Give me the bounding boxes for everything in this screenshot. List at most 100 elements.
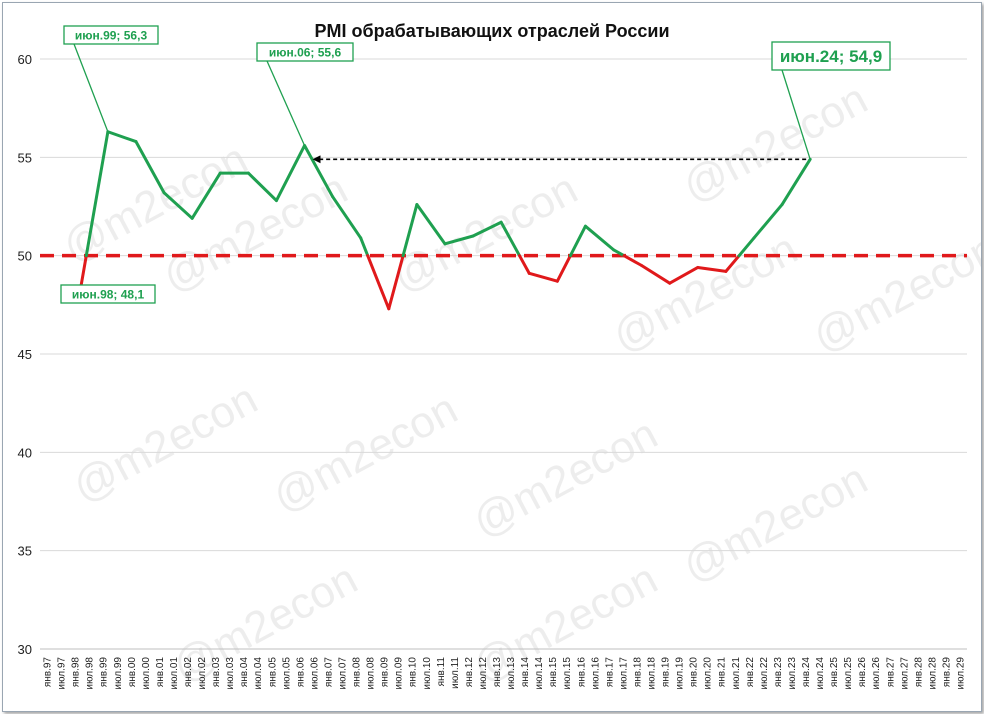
series-segment xyxy=(724,254,741,273)
series-segment xyxy=(471,220,503,238)
x-tick-label: янв.09 xyxy=(380,657,391,688)
x-tick-label: янв.08 xyxy=(352,657,363,688)
pmi-line-chart: @m2econ@m2econ @m2econ @m2econ @m2econ@m2ec… xyxy=(18,21,981,692)
series-segment xyxy=(387,254,405,311)
x-tick-label: июл.25 xyxy=(843,657,854,690)
x-tick-label: янв.07 xyxy=(323,657,334,688)
x-tick-label: июл.00 xyxy=(141,657,152,690)
series-segment xyxy=(518,254,531,275)
chart-title: PMI обрабатывающих отраслей России xyxy=(314,21,669,41)
x-tick-label: янв.11 xyxy=(436,657,447,687)
x-tick-label: янв.15 xyxy=(548,657,559,688)
x-tick-label: янв.16 xyxy=(576,657,587,688)
series-segment xyxy=(668,265,700,285)
x-tick-label: июл.20 xyxy=(703,657,714,690)
x-tick-label: янв.27 xyxy=(885,657,896,688)
x-tick-label: июл.19 xyxy=(675,657,686,690)
series-segment xyxy=(568,224,587,258)
x-tick-label: янв.99 xyxy=(99,657,110,688)
x-tick-label: июл.06 xyxy=(309,657,320,690)
series-segment xyxy=(274,144,307,203)
annotation-label: июн.98; 48,1 xyxy=(72,287,145,301)
annotation-layer: июн.98; 48,1 июн.99; 56,3 июн.06; 55,6 июн.… xyxy=(60,25,891,304)
series-segment xyxy=(583,224,616,252)
annotation-label: июн.99; 56,3 xyxy=(75,28,148,42)
x-tick-label: янв.28 xyxy=(913,657,924,688)
series-segment xyxy=(359,236,370,258)
annotation-callout: июн.06; 55,6 xyxy=(256,42,354,146)
x-tick-label: июл.15 xyxy=(562,657,573,690)
x-tick-label: июл.24 xyxy=(815,657,826,690)
series-segment xyxy=(499,220,522,258)
x-axis-ticks: янв.97 июл.97 янв.98 июл.98 янв.99 июл.99 янв.… xyxy=(43,657,967,690)
x-tick-label: июл.07 xyxy=(337,657,348,690)
watermark-text: @m2econ xyxy=(465,409,666,547)
series-segment xyxy=(752,203,784,240)
annotation-callout: июн.98; 48,1 xyxy=(60,284,156,304)
x-tick-label: янв.29 xyxy=(941,657,952,688)
series-segment xyxy=(246,171,278,203)
y-tick-label: 55 xyxy=(18,150,32,165)
x-tick-label: июл.23 xyxy=(787,657,798,690)
watermark-text: @m2econ xyxy=(165,554,366,692)
series-segment xyxy=(696,265,728,273)
watermark-text: @m2econ xyxy=(65,374,266,512)
x-tick-label: июл.27 xyxy=(899,657,910,690)
x-tick-label: июл.11 xyxy=(450,657,461,689)
annotation-callout: июн.24; 54,9 xyxy=(771,41,891,160)
x-tick-label: июл.13 xyxy=(506,657,517,690)
x-tick-label: янв.14 xyxy=(520,657,531,688)
annotation-label: июн.06; 55,6 xyxy=(269,45,342,59)
series-segment xyxy=(401,203,419,258)
x-tick-label: июл.21 xyxy=(731,657,742,690)
x-tick-label: июл.08 xyxy=(366,657,377,690)
watermark-text: @m2econ xyxy=(805,224,981,362)
x-tick-label: июл.29 xyxy=(955,657,966,690)
series-segment xyxy=(737,236,756,258)
x-tick-label: янв.21 xyxy=(717,657,728,688)
series-segment xyxy=(162,191,194,220)
x-tick-label: июл.05 xyxy=(281,657,292,690)
watermark-layer: @m2econ@m2econ @m2econ @m2econ @m2econ@m2ec… xyxy=(55,74,981,692)
x-tick-label: июл.09 xyxy=(394,657,405,690)
y-tick-label: 45 xyxy=(18,347,32,362)
x-tick-label: июл.97 xyxy=(57,657,68,690)
series-segment xyxy=(612,248,626,258)
gridlines xyxy=(40,58,967,650)
series-segment xyxy=(303,144,335,199)
series-segment xyxy=(134,140,166,195)
x-tick-label: июл.98 xyxy=(85,657,96,690)
x-tick-label: янв.02 xyxy=(183,657,194,688)
y-tick-label: 35 xyxy=(18,544,32,559)
x-tick-label: янв.06 xyxy=(295,657,306,688)
series-segment xyxy=(443,234,475,246)
x-tick-label: янв.18 xyxy=(632,657,643,688)
annotation-callout: июн.99; 56,3 xyxy=(63,25,159,133)
x-tick-label: янв.05 xyxy=(267,657,278,688)
x-tick-label: июл.22 xyxy=(759,657,770,690)
x-tick-label: июл.02 xyxy=(197,657,208,690)
x-tick-label: июл.26 xyxy=(871,657,882,690)
x-tick-label: янв.04 xyxy=(239,657,250,688)
x-tick-label: янв.13 xyxy=(492,657,503,688)
series-segment xyxy=(527,271,559,283)
x-tick-label: июл.18 xyxy=(646,657,657,690)
series-segment xyxy=(622,254,644,267)
series-segment xyxy=(331,195,363,240)
x-tick-label: янв.19 xyxy=(661,657,672,688)
y-tick-label: 30 xyxy=(18,642,32,657)
x-tick-label: янв.00 xyxy=(127,657,138,688)
x-tick-label: янв.97 xyxy=(43,657,54,688)
x-tick-label: янв.23 xyxy=(773,657,784,688)
watermark-text: @m2econ xyxy=(675,454,876,592)
y-tick-label: 60 xyxy=(18,52,32,67)
series-segment xyxy=(780,157,812,207)
y-axis-ticks: 30 35 40 45 50 55 60 xyxy=(18,52,32,657)
watermark-text: @m2econ xyxy=(265,384,466,522)
x-tick-label: янв.98 xyxy=(71,657,82,688)
x-tick-label: янв.25 xyxy=(829,657,840,688)
x-tick-label: июл.01 xyxy=(169,657,180,690)
series-pmi-line xyxy=(78,130,812,311)
watermark-text: @m2econ xyxy=(605,224,806,362)
